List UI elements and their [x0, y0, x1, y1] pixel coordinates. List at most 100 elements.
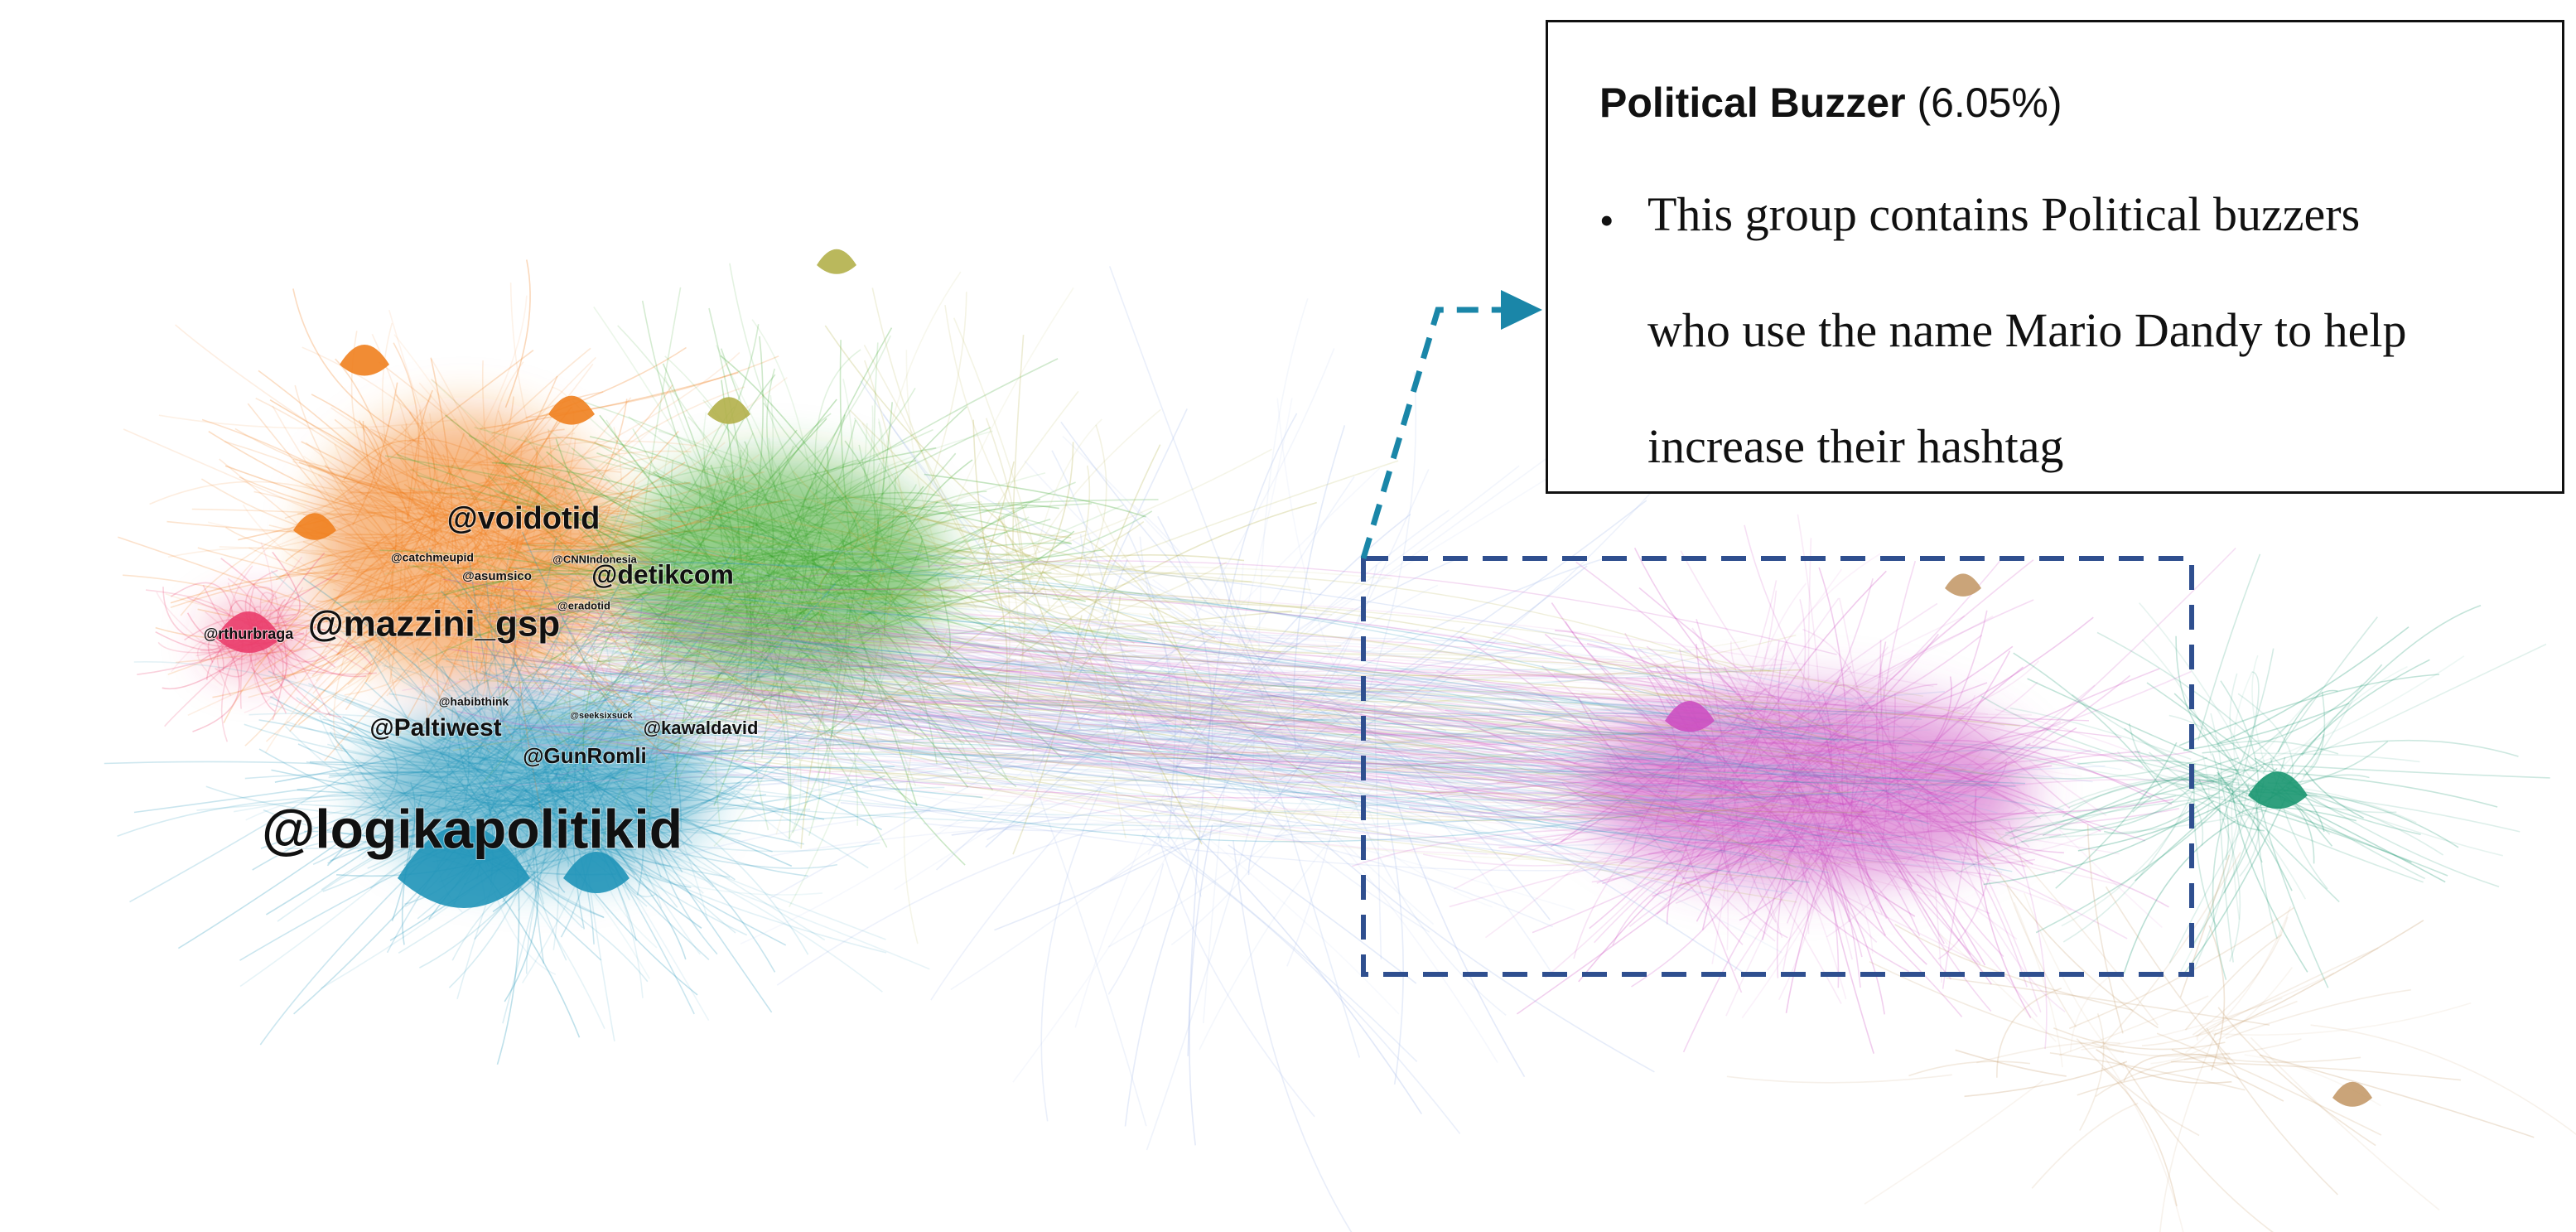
edge	[470, 573, 676, 756]
edge	[540, 760, 773, 853]
edge	[2254, 752, 2420, 763]
edge	[1532, 824, 1862, 840]
edge	[864, 498, 930, 568]
edge	[1624, 632, 1720, 749]
edge	[2185, 906, 2292, 1054]
edge	[827, 597, 867, 787]
edge	[1951, 674, 2131, 801]
edge	[626, 801, 776, 973]
edge	[1791, 750, 1873, 824]
edge	[1840, 808, 2180, 834]
edge	[1793, 761, 1908, 779]
edge	[300, 804, 480, 811]
edge	[1643, 800, 1884, 833]
edge	[788, 573, 843, 669]
edge	[1705, 709, 1849, 734]
edge	[1930, 824, 2169, 908]
edge	[2226, 739, 2519, 778]
edge	[767, 594, 965, 745]
edge	[435, 507, 461, 713]
edge	[196, 635, 227, 687]
edge	[522, 531, 627, 737]
edge	[411, 489, 449, 549]
edge	[428, 738, 539, 898]
edge	[591, 704, 1637, 741]
edge	[880, 590, 1030, 609]
edge	[201, 418, 437, 548]
edge	[505, 482, 519, 566]
edge	[722, 463, 808, 594]
edge	[1838, 597, 1878, 820]
edge	[418, 664, 518, 732]
edge	[117, 794, 453, 838]
edge	[301, 441, 526, 557]
edge	[935, 669, 1179, 871]
edge	[255, 397, 439, 545]
edge	[2009, 707, 2192, 761]
edge	[395, 466, 649, 543]
edge	[492, 397, 632, 552]
edge	[708, 374, 776, 528]
edge	[2206, 1027, 2338, 1196]
edge	[453, 629, 669, 717]
edge	[355, 759, 572, 847]
edge	[765, 539, 889, 594]
edge	[641, 617, 1830, 741]
edge	[2138, 602, 2255, 773]
edge	[1873, 820, 1948, 945]
edge	[448, 606, 747, 638]
edge	[492, 644, 531, 857]
edge	[1751, 640, 1780, 766]
edge	[515, 420, 558, 510]
edge	[530, 771, 570, 867]
edge	[670, 460, 678, 590]
edge	[601, 688, 1796, 817]
edge	[1774, 616, 1965, 724]
edge	[497, 459, 615, 618]
edge	[525, 694, 679, 791]
edge	[740, 674, 1146, 778]
edge	[1854, 797, 1927, 854]
arrow-head	[1501, 290, 1542, 330]
edge	[615, 669, 636, 776]
edge	[1148, 608, 1353, 774]
edge	[834, 484, 918, 554]
edge	[1544, 809, 1720, 978]
edge	[561, 591, 763, 616]
edge	[639, 653, 1855, 740]
edge	[1239, 674, 1615, 681]
edge	[1430, 785, 1733, 795]
edge	[747, 567, 844, 686]
edge	[1733, 675, 1811, 788]
edge	[1141, 834, 1461, 1134]
edge	[403, 483, 655, 566]
edge	[375, 536, 394, 642]
edge	[428, 548, 548, 738]
edge	[659, 752, 1833, 785]
edge	[581, 643, 600, 806]
edge	[454, 515, 544, 644]
edge	[554, 713, 1754, 766]
edge	[685, 569, 859, 612]
edge	[347, 491, 519, 499]
edge	[1543, 704, 1768, 814]
edge	[461, 756, 540, 838]
edge	[123, 428, 350, 528]
edge	[578, 772, 712, 802]
edge	[2081, 972, 2335, 1051]
edge	[861, 544, 1106, 675]
edge	[550, 640, 1748, 724]
edge	[1493, 631, 1731, 783]
edge	[673, 752, 683, 829]
edge	[1942, 744, 2173, 805]
edge	[739, 691, 1972, 848]
edge	[441, 573, 615, 597]
edge	[559, 664, 1895, 817]
edge	[658, 445, 670, 564]
edge	[588, 503, 647, 625]
edge	[763, 542, 1071, 646]
edge	[2059, 780, 2199, 831]
edge	[882, 413, 1177, 734]
edge	[1849, 800, 2018, 940]
